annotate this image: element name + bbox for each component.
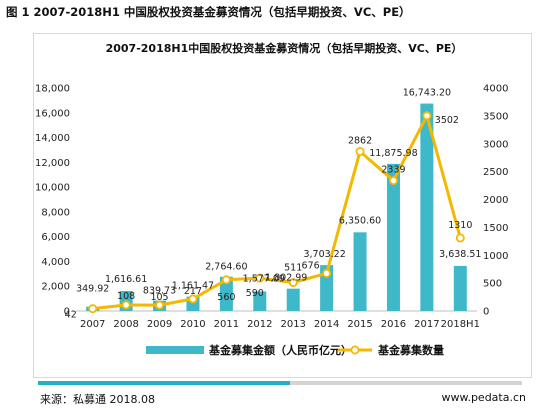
- source-label: 来源：私募通 2018.08: [40, 393, 155, 406]
- legend-bar-label: 基金募集金额（人民币亿元）: [208, 343, 352, 357]
- y-right-tick-label: 3000: [483, 139, 508, 150]
- y-right-tick-label: 0: [483, 307, 489, 318]
- x-tick-label: 2009: [147, 319, 172, 330]
- line-value-label: 105: [150, 292, 168, 303]
- y-left-tick-label: 12,000: [35, 158, 70, 169]
- y-left-tick-label: 18,000: [35, 84, 70, 95]
- bar: [320, 265, 334, 311]
- line-value-label: 511: [284, 263, 302, 274]
- bar-value-label: 16,743.20: [403, 88, 451, 99]
- line-marker: [288, 278, 298, 288]
- bar-value-label: 1,577.09: [243, 273, 285, 284]
- line-marker: [155, 300, 165, 310]
- line-value-label: 2339: [381, 165, 405, 176]
- line-marker: [355, 146, 365, 156]
- line-marker: [188, 294, 198, 304]
- legend-line-marker: [350, 345, 360, 355]
- bar: [286, 288, 300, 311]
- bar: [453, 265, 467, 311]
- x-tick-label: 2014: [314, 319, 339, 330]
- y-right-tick-label: 2000: [483, 195, 508, 206]
- bar-value-label: 1,616.61: [105, 274, 147, 285]
- y-left-tick-label: 8,000: [41, 207, 70, 218]
- bar: [219, 276, 233, 311]
- bar-value-label: 6,350.60: [339, 215, 381, 226]
- progress-fill: [38, 381, 290, 385]
- line-marker: [255, 273, 265, 283]
- line-value-label: 42: [65, 310, 77, 321]
- website-label: www.pedata.cn: [441, 391, 526, 404]
- y-right-tick-label: 1000: [483, 251, 508, 262]
- bar: [420, 103, 434, 311]
- chart-title: 2007-2018H1中国股权投资基金募资情况（包括早期投资、VC、PE）: [106, 41, 463, 55]
- y-left-tick-label: 0: [64, 307, 70, 318]
- x-tick-label: 2013: [280, 319, 305, 330]
- bar-value-label: 2,764.60: [205, 262, 247, 273]
- line-marker: [121, 300, 131, 310]
- bar-value-label: 1,802.99: [265, 273, 307, 284]
- line-marker: [88, 304, 98, 314]
- line-marker: [455, 233, 465, 243]
- y-left-tick-label: 14,000: [35, 133, 70, 144]
- y-right-tick-label: 500: [483, 279, 502, 290]
- line-value-label: 590: [246, 288, 264, 299]
- line-value-label: 676: [302, 260, 320, 271]
- bar-value-label: 1,161.47: [172, 281, 214, 292]
- legend-bar-swatch: [146, 346, 204, 354]
- line-value-label: 3502: [435, 115, 459, 126]
- line-marker: [422, 111, 432, 121]
- y-right-tick-label: 2500: [483, 167, 508, 178]
- bar-value-label: 349.92: [76, 284, 109, 295]
- y-right-tick-label: 4000: [483, 84, 508, 95]
- y-left-tick-label: 16,000: [35, 108, 70, 119]
- bar: [386, 163, 400, 311]
- bar-value-label: 11,875.98: [369, 148, 417, 159]
- x-tick-label: 2017: [414, 319, 439, 330]
- series-line: [92, 114, 462, 311]
- y-left-tick-label: 10,000: [35, 183, 70, 194]
- line-value-label: 1310: [448, 220, 472, 231]
- x-tick-label: 2016: [381, 319, 406, 330]
- combo-chart: 2007-2018H1中国股权投资基金募资情况（包括早期投资、VC、PE） 02…: [35, 41, 508, 357]
- bar-value-label: 839.73: [143, 286, 176, 297]
- x-tick-label: 2018H1: [441, 319, 480, 330]
- x-tick-label: 2010: [180, 319, 205, 330]
- y-left-tick-label: 4,000: [41, 257, 70, 268]
- line-marker: [388, 176, 398, 186]
- bar-value-label: 3,703.22: [303, 249, 345, 260]
- bar: [353, 232, 367, 311]
- y-right-tick-label: 3500: [483, 111, 508, 122]
- line-marker: [322, 268, 332, 278]
- x-tick-label: 2011: [214, 319, 239, 330]
- bar-value-label: 3,638.51: [439, 249, 481, 260]
- line-value-label: 108: [117, 291, 135, 302]
- x-tick-label: 2008: [113, 319, 138, 330]
- x-tick-label: 2007: [80, 319, 105, 330]
- line-value-label: 217: [184, 286, 202, 297]
- y-left-tick-label: 6,000: [41, 232, 70, 243]
- line-value-label: 2862: [348, 135, 372, 146]
- bar: [253, 291, 267, 311]
- x-tick-label: 2015: [347, 319, 372, 330]
- progress-bar: [38, 381, 522, 385]
- line-marker: [221, 275, 231, 285]
- x-tick-label: 2012: [247, 319, 272, 330]
- figure-caption: 图 1 2007-2018H1 中国股权投资基金募资情况（包括早期投资、VC、P…: [6, 5, 411, 19]
- line-value-label: 560: [217, 292, 235, 303]
- legend-line-label: 基金募集数量: [377, 343, 444, 357]
- y-left-tick-label: 2,000: [41, 282, 70, 293]
- y-right-tick-label: 1500: [483, 223, 508, 234]
